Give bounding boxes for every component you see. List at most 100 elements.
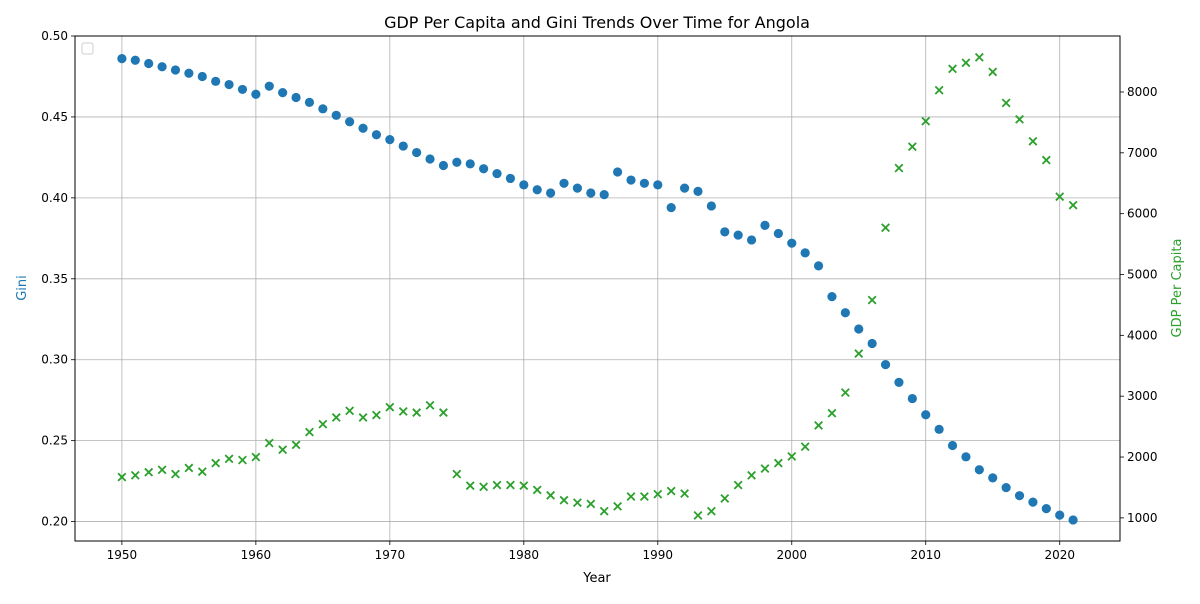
gdp-per-capita-point: [773, 458, 783, 468]
gini-point: [130, 55, 140, 65]
gini-point: [479, 164, 489, 174]
gdp-per-capita-point: [1028, 136, 1038, 146]
gini-point: [385, 134, 395, 145]
gdp-per-capita-point: [1041, 155, 1051, 165]
gdp-per-capita-point: [680, 489, 690, 498]
gini-point: [144, 58, 154, 69]
gini-point: [572, 183, 583, 193]
gini-point: [934, 424, 944, 434]
grid-lines: [75, 35, 1120, 541]
y-left-tick-label: 0.20: [41, 515, 68, 529]
gini-point: [706, 201, 716, 211]
y-right-tick-label: 6000: [1127, 207, 1158, 221]
gdp-per-capita-point: [505, 480, 515, 490]
gdp-per-capita-point: [251, 452, 261, 462]
gini-point: [398, 141, 408, 151]
gini-point: [1041, 504, 1051, 514]
gdp-per-capita-point: [974, 52, 984, 62]
gdp-per-capita-point: [653, 489, 663, 499]
gdp-per-capita-point: [130, 470, 140, 480]
gini-point: [612, 167, 623, 177]
gini-point: [773, 228, 783, 239]
y-left-tick-label: 0.45: [41, 110, 68, 124]
gdp-per-capita-point: [318, 419, 328, 429]
y-axis-left: 0.20 0.25 0.30 0.35 0.40 0.45 0.50: [41, 29, 75, 529]
x-tick-label: 1970: [375, 548, 406, 562]
gini-point: [626, 175, 636, 185]
gdp-per-capita-point: [1068, 200, 1078, 210]
gdp-per-capita-point: [291, 440, 301, 450]
gini-point: [559, 178, 569, 188]
gini-point: [907, 393, 917, 404]
y-right-tick-label: 5000: [1127, 268, 1158, 282]
gdp-per-capita-point: [452, 469, 462, 479]
gini-point: [197, 71, 207, 82]
y-right-tick-label: 4000: [1127, 328, 1158, 342]
gini-point: [492, 168, 502, 179]
gdp-per-capita-point: [559, 495, 569, 505]
gdp-per-capita-point: [814, 420, 823, 430]
gdp-per-capita-point: [479, 482, 489, 492]
gdp-per-capita-point: [827, 408, 837, 418]
gini-point: [264, 81, 274, 91]
y-axis-right: 1000 2000 3000 4000 5000 6000 7000 8000: [1120, 85, 1158, 525]
gini-point: [867, 338, 877, 349]
gdp-per-capita-point: [720, 493, 730, 503]
gdp-per-capita-point: [599, 506, 609, 516]
gdp-per-capita-point: [157, 465, 167, 475]
gini-point: [947, 440, 958, 451]
gdp-per-capita-point: [425, 400, 435, 410]
gdp-per-capita-point: [733, 480, 743, 490]
gdp-per-capita-point: [184, 463, 194, 473]
gdp-per-capita-point: [171, 469, 180, 479]
gini-point: [666, 202, 676, 213]
x-tick-label: 1990: [643, 548, 674, 562]
gdp-per-capita-point: [907, 142, 917, 152]
gini-point: [827, 291, 837, 302]
gdp-per-capita-point: [840, 388, 850, 397]
x-tick-label: 2000: [776, 548, 807, 562]
x-tick-label: 1980: [509, 548, 540, 562]
gdp-per-capita-point: [211, 458, 221, 468]
gini-point: [586, 188, 596, 198]
gdp-per-capita-point: [412, 408, 422, 418]
gdp-per-capita-point: [197, 467, 207, 477]
gdp-per-capita-point: [438, 408, 448, 418]
gini-point: [532, 185, 542, 195]
gdp-per-capita-point: [948, 64, 957, 74]
gdp-per-capita-point: [278, 445, 288, 455]
gdp-per-capita-point: [934, 85, 944, 95]
gini-point: [117, 54, 127, 64]
gini-point: [345, 117, 355, 127]
gdp-per-capita-point: [787, 451, 797, 461]
gdp-per-capita-point: [626, 492, 636, 502]
gini-point: [720, 227, 730, 237]
gdp-per-capita-point: [117, 472, 127, 482]
gdp-per-capita-point: [238, 455, 247, 465]
gini-point: [211, 76, 221, 86]
gini-point: [880, 359, 891, 370]
gini-point: [278, 88, 288, 98]
gini-point: [157, 62, 167, 72]
chart-title: GDP Per Capita and Gini Trends Over Time…: [384, 13, 810, 32]
y-left-tick-label: 0.40: [41, 191, 68, 205]
legend-box: [81, 42, 94, 55]
y-left-tick-label: 0.35: [41, 272, 68, 286]
gdp-per-capita-point: [867, 295, 877, 305]
gdp-per-capita-point: [331, 413, 341, 422]
gdp-per-capita-point: [881, 223, 890, 233]
gini-point: [733, 230, 743, 240]
gdp-per-capita-point: [358, 413, 368, 422]
gdp-per-capita-point: [385, 402, 395, 412]
gdp-per-capita-point: [854, 349, 864, 359]
y-right-tick-label: 7000: [1127, 146, 1158, 160]
gini-point: [854, 324, 864, 334]
gini-point: [813, 261, 824, 271]
gdp-per-capita-series: [117, 52, 1078, 520]
gini-point: [1014, 491, 1025, 501]
gini-point: [331, 110, 341, 120]
gini-point: [1001, 482, 1011, 493]
gini-point: [679, 183, 690, 193]
gini-point: [1068, 515, 1078, 525]
